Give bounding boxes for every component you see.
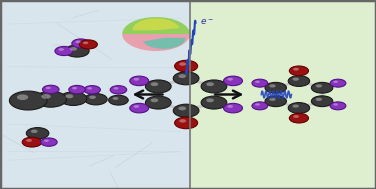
Circle shape	[293, 77, 299, 81]
Circle shape	[130, 103, 149, 113]
Circle shape	[269, 98, 276, 101]
Circle shape	[41, 94, 51, 99]
Circle shape	[41, 138, 57, 146]
Circle shape	[255, 81, 260, 83]
Circle shape	[17, 94, 28, 100]
Circle shape	[330, 79, 346, 87]
Circle shape	[22, 137, 42, 147]
Circle shape	[173, 104, 199, 117]
Circle shape	[224, 76, 243, 86]
Circle shape	[26, 139, 32, 142]
Circle shape	[76, 40, 81, 43]
Circle shape	[252, 102, 268, 110]
Circle shape	[79, 40, 97, 49]
Circle shape	[146, 96, 171, 109]
Circle shape	[333, 103, 338, 106]
Circle shape	[89, 96, 96, 99]
Circle shape	[293, 68, 299, 70]
Circle shape	[42, 85, 59, 94]
Circle shape	[130, 76, 149, 86]
Circle shape	[316, 98, 322, 101]
Circle shape	[87, 87, 92, 90]
Wedge shape	[143, 38, 186, 49]
Circle shape	[174, 117, 198, 129]
Circle shape	[173, 72, 199, 85]
Circle shape	[269, 84, 276, 88]
Circle shape	[252, 79, 268, 87]
Circle shape	[330, 102, 346, 110]
Circle shape	[293, 105, 299, 108]
Circle shape	[70, 47, 77, 51]
Circle shape	[150, 98, 158, 102]
Circle shape	[311, 82, 333, 93]
Circle shape	[46, 87, 51, 89]
Text: $e^-$: $e^-$	[200, 18, 214, 27]
Circle shape	[85, 94, 107, 105]
Bar	[0, 0, 190, 189]
Circle shape	[133, 78, 139, 81]
Wedge shape	[132, 18, 179, 30]
Circle shape	[224, 103, 243, 113]
Bar	[190, 0, 376, 189]
Circle shape	[290, 113, 309, 123]
Circle shape	[26, 128, 49, 139]
Circle shape	[69, 85, 85, 94]
Circle shape	[227, 105, 233, 108]
Circle shape	[201, 80, 227, 93]
Circle shape	[316, 84, 322, 88]
Circle shape	[83, 41, 88, 44]
Circle shape	[255, 103, 260, 106]
Circle shape	[112, 97, 118, 100]
Circle shape	[290, 66, 309, 76]
Circle shape	[288, 103, 310, 113]
Circle shape	[9, 91, 47, 110]
Wedge shape	[122, 17, 190, 34]
Circle shape	[178, 74, 186, 78]
Wedge shape	[122, 34, 190, 51]
Circle shape	[150, 82, 158, 86]
Circle shape	[65, 94, 73, 98]
Circle shape	[206, 82, 214, 86]
Circle shape	[72, 87, 77, 89]
Circle shape	[109, 95, 128, 105]
Circle shape	[288, 76, 310, 86]
Circle shape	[206, 98, 214, 102]
Circle shape	[31, 130, 38, 133]
Circle shape	[265, 96, 287, 107]
Circle shape	[201, 96, 227, 109]
Circle shape	[44, 139, 49, 142]
Circle shape	[65, 45, 89, 57]
Circle shape	[178, 106, 186, 110]
Circle shape	[72, 39, 90, 48]
Circle shape	[35, 91, 67, 107]
Circle shape	[133, 105, 139, 108]
Circle shape	[179, 119, 186, 123]
Circle shape	[55, 46, 73, 56]
Circle shape	[333, 81, 338, 83]
Circle shape	[84, 86, 100, 94]
Circle shape	[227, 78, 233, 81]
Circle shape	[293, 115, 299, 118]
Circle shape	[114, 87, 118, 90]
Circle shape	[179, 62, 186, 66]
Circle shape	[146, 80, 171, 93]
Circle shape	[311, 96, 333, 107]
Circle shape	[60, 92, 87, 105]
Circle shape	[174, 60, 198, 72]
Circle shape	[110, 86, 127, 94]
Circle shape	[59, 48, 64, 51]
Circle shape	[265, 82, 287, 93]
